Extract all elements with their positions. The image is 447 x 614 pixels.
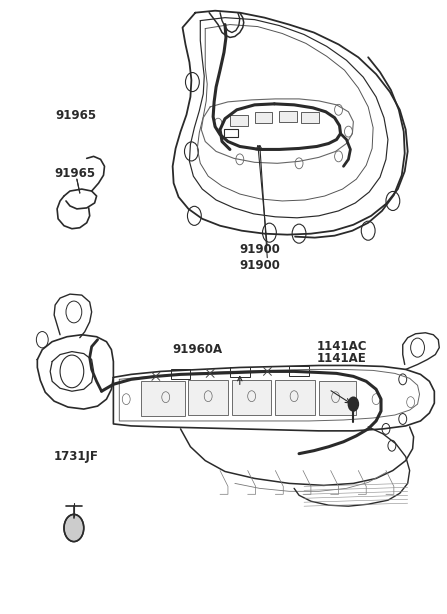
Text: 1141AC: 1141AC: [316, 340, 367, 353]
Text: 91965: 91965: [56, 109, 97, 122]
Bar: [279, 111, 297, 122]
Bar: [230, 115, 248, 126]
Bar: [301, 112, 319, 123]
Bar: [189, 380, 228, 415]
Text: 1141AE: 1141AE: [316, 352, 366, 365]
Bar: [255, 112, 272, 123]
Text: 1731JF: 1731JF: [54, 449, 98, 462]
Bar: [141, 381, 186, 416]
Bar: [224, 128, 238, 136]
Circle shape: [64, 515, 84, 542]
Text: 91960A: 91960A: [173, 343, 223, 356]
Text: 91900: 91900: [239, 243, 280, 255]
Bar: [230, 367, 250, 378]
Bar: [275, 380, 315, 415]
Bar: [319, 381, 356, 415]
Bar: [232, 380, 271, 415]
Bar: [289, 367, 309, 376]
Text: 91965: 91965: [54, 167, 95, 180]
Text: 91900: 91900: [240, 259, 281, 272]
Bar: [171, 370, 190, 379]
Circle shape: [348, 397, 358, 411]
